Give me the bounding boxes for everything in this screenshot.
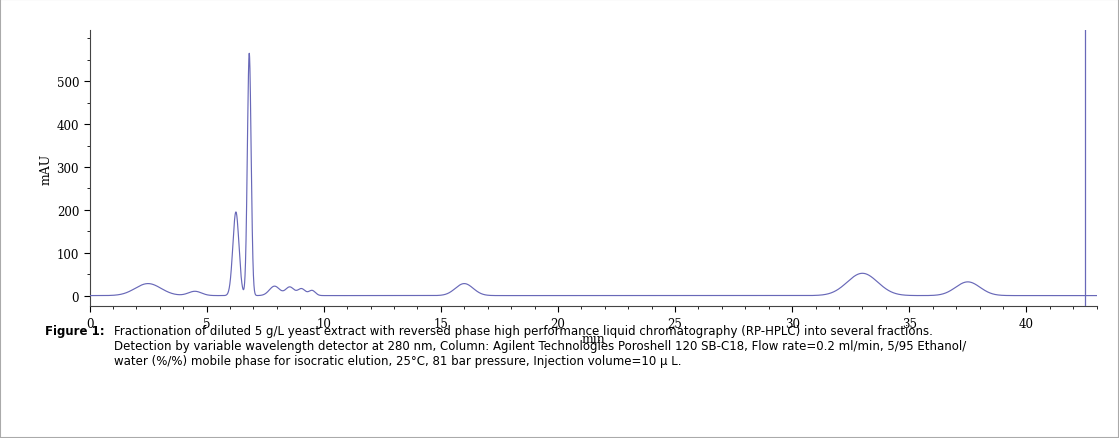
Y-axis label: mAU: mAU xyxy=(39,153,53,184)
Text: Figure 1:: Figure 1: xyxy=(45,324,109,337)
X-axis label: min: min xyxy=(581,333,605,346)
Text: Fractionation of diluted 5 g/L yeast extract with reversed phase high performanc: Fractionation of diluted 5 g/L yeast ext… xyxy=(114,324,967,367)
